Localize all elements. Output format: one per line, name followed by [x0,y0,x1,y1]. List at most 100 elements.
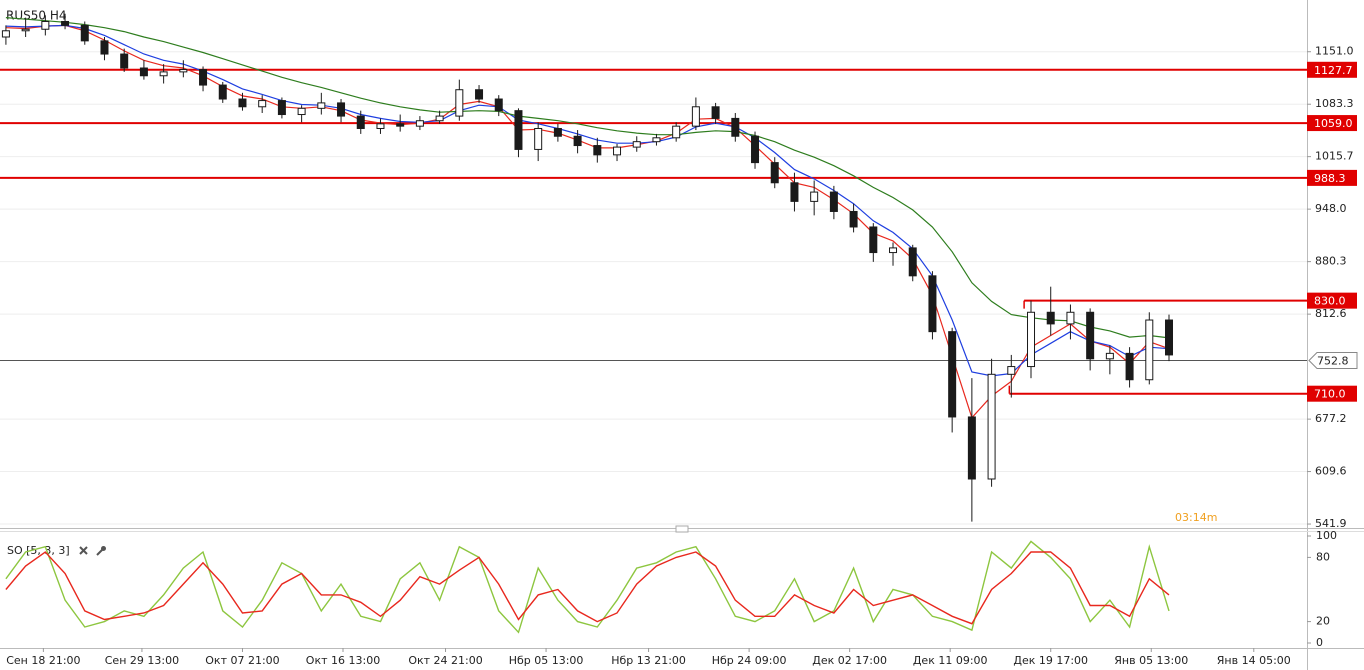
x-tick-label: Сен 18 21:00 [6,654,80,667]
y-tick-label: 677.2 [1315,412,1347,425]
candle-body [1086,311,1095,360]
y-tick-label: 812.6 [1315,307,1347,320]
candle-body [573,135,582,147]
y-tick-label: 1151.0 [1315,45,1354,58]
x-tick-label: Окт 16 13:00 [306,654,380,667]
level-label-box [1307,169,1357,186]
osc-tick-label: 100 [1316,529,1337,542]
y-tick-label: 541.9 [1315,517,1347,530]
level-label: 1127.7 [1314,64,1353,77]
candle-body [987,373,996,480]
y-tick-label: 1083.3 [1315,97,1354,110]
candle-body [1007,366,1016,375]
current-price-label: 752.8 [1317,355,1349,368]
x-tick-label: Дек 02 17:00 [812,654,887,667]
candle-body [1145,319,1154,381]
candle-body [928,275,937,333]
bar-timer: 03:14m [1175,511,1217,524]
candle-body [297,107,306,116]
resize-handle[interactable] [675,525,689,533]
candle-body [435,115,444,122]
candle-body [179,69,188,73]
candle-body [948,331,957,418]
candle-body [1105,352,1114,360]
candle-body [80,24,89,42]
settings-icon[interactable] [96,546,106,556]
candle-body [199,69,208,86]
y-tick-label: 880.3 [1315,255,1347,268]
y-tick-label: 1015.7 [1315,150,1354,163]
candle-body [553,127,562,137]
candle-body [1125,352,1134,381]
candle-body [21,28,30,32]
osc-tick-label: 80 [1316,550,1330,563]
candle-body [61,20,70,26]
candle-body [711,106,720,119]
x-tick-label: Окт 24 21:00 [408,654,482,667]
level-label: 830.0 [1314,295,1346,308]
candle-body [691,106,700,127]
osc-tick-label: 0 [1316,636,1323,649]
x-tick-label: Сен 29 13:00 [105,654,179,667]
candle-body [751,135,760,164]
current-price-box [1308,352,1358,370]
candle-body [810,191,819,202]
x-tick-label: Нбр 13 21:00 [611,654,686,667]
candle-body [455,89,464,117]
level-label-box [1307,292,1357,309]
candle-body [475,89,484,100]
candle-body [534,127,543,150]
level-label: 1059.0 [1314,117,1353,130]
candle-body [277,100,286,116]
candle-body [770,162,779,184]
candle-body [317,102,326,109]
level-label: 710.0 [1314,388,1346,401]
x-tick-label: Дек 19 17:00 [1013,654,1088,667]
candle-body [41,20,50,30]
candle-body [218,84,227,100]
candle-body [869,226,878,254]
close-icon[interactable] [79,546,88,555]
candle-body [652,137,661,143]
candle-body [731,117,740,137]
candle-body [1,30,10,38]
candle-body [613,146,622,156]
oscillator-title: SO [5, 3, 3] [7,544,70,557]
x-tick-label: Янв 05 13:00 [1114,654,1188,667]
candle-body [672,125,681,139]
x-tick-label: Нбр 24 09:00 [712,654,787,667]
candle-body [829,191,838,212]
level-label-box [1307,61,1357,78]
candle-body [1165,319,1174,356]
candle-body [1066,311,1075,325]
candle-body [494,98,503,112]
y-tick-label: 609.6 [1315,465,1347,478]
candle-body [1027,311,1036,368]
candle-body [258,100,267,108]
candle-body [356,115,365,129]
candle-body [632,141,641,148]
candle-body [790,182,799,202]
candle-body [967,416,976,480]
candle-body [889,247,898,254]
candle-body [908,247,917,277]
candle-body [415,120,424,127]
candle-body [849,210,858,228]
candle-body [120,53,129,69]
level-label: 988.3 [1314,172,1346,185]
candle-body [337,102,346,117]
osc-tick-label: 20 [1316,615,1330,628]
candle-body [100,40,109,55]
candle-body [396,123,405,127]
candle-body [1046,311,1055,325]
candle-body [376,123,385,129]
level-label-box [1307,115,1357,132]
candle-body [139,67,148,77]
candle-body [238,98,247,108]
moving-average [5,17,1170,339]
x-tick-label: Янв 14 05:00 [1217,654,1291,667]
x-tick-label: Дек 11 09:00 [913,654,988,667]
oscillator-line [5,551,1170,625]
